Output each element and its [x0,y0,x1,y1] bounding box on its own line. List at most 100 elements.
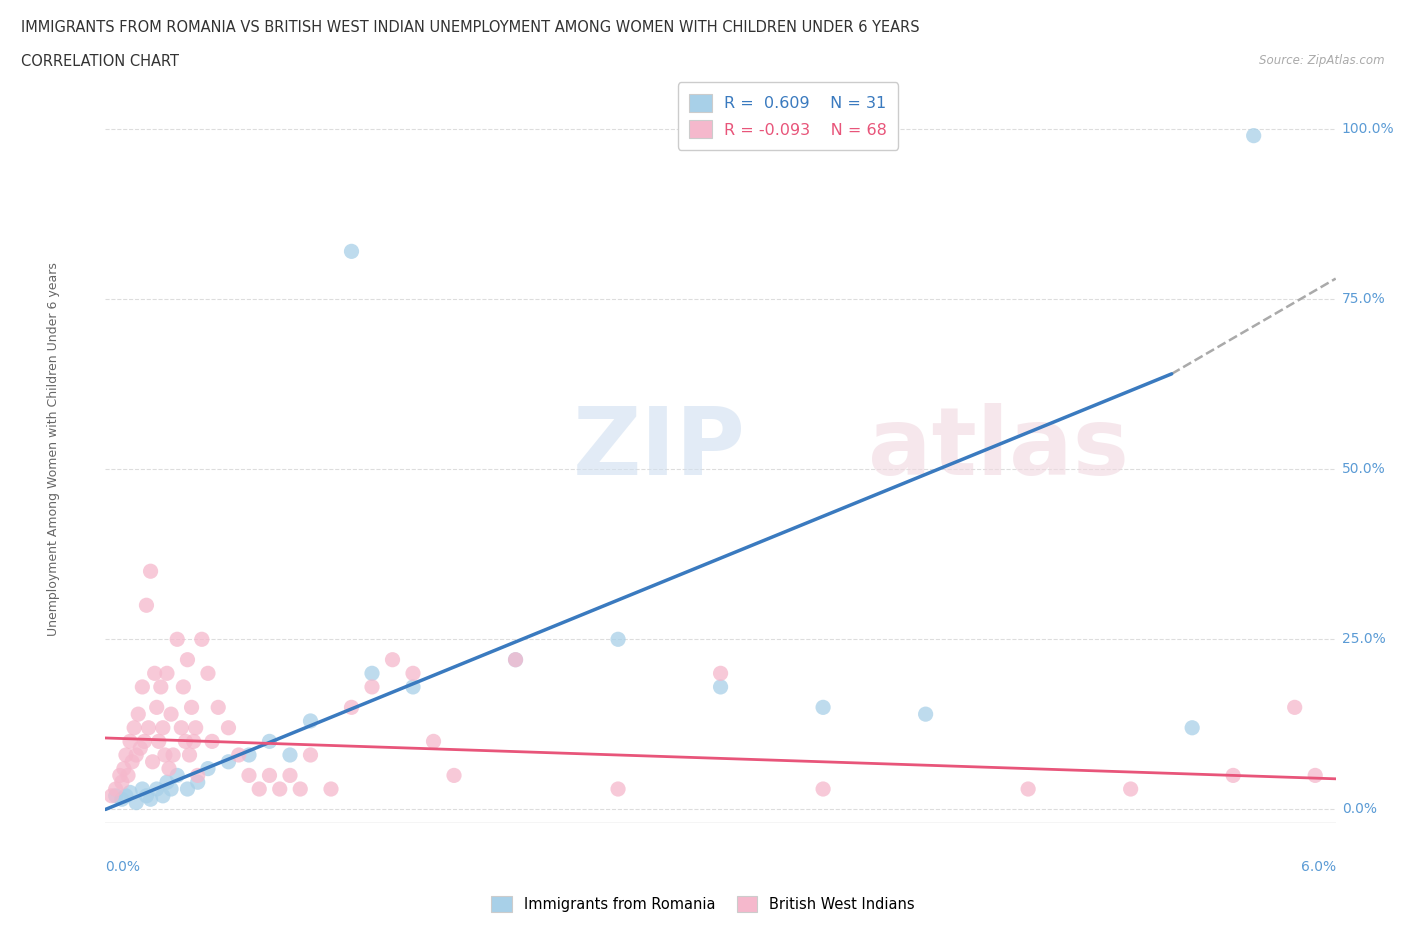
Point [162,748,184,763]
Point [142,754,165,769]
Point [187,768,209,783]
Point [152,789,174,804]
Point [278,748,301,763]
Text: 75.0%: 75.0% [1341,292,1385,306]
Point [361,680,384,695]
Point [505,652,527,667]
Text: 50.0%: 50.0% [1341,462,1385,476]
Point [710,680,733,695]
Point [149,680,172,695]
Text: 0.0%: 0.0% [1341,803,1376,817]
Legend: Immigrants from Romania, British West Indians: Immigrants from Romania, British West In… [485,891,921,918]
Point [1243,128,1265,143]
Point [180,700,202,715]
Point [381,652,404,667]
Point [505,652,527,667]
Point [131,680,153,695]
Point [160,707,183,722]
Point [115,789,138,804]
Point [201,734,224,749]
Point [197,761,219,776]
Point [402,666,425,681]
Point [120,785,141,800]
Point [183,734,205,749]
Point [145,700,167,715]
Point [153,748,176,763]
Point [145,781,167,796]
Point [129,740,152,755]
Point [443,768,465,783]
Point [1017,781,1039,796]
Point [238,748,260,763]
Point [914,707,936,722]
Point [125,748,148,763]
Text: CORRELATION CHART: CORRELATION CHART [21,54,179,69]
Point [269,781,291,796]
Point [1181,721,1204,736]
Point [104,789,127,804]
Point [1119,781,1142,796]
Point [607,781,630,796]
Point [152,721,174,736]
Point [122,721,145,736]
Point [139,791,162,806]
Point [422,734,444,749]
Point [228,748,250,763]
Point [1284,700,1306,715]
Point [127,707,149,722]
Point [125,795,148,810]
Point [172,680,194,695]
Point [143,666,166,681]
Point [402,680,425,695]
Text: 100.0%: 100.0% [1341,122,1395,136]
Point [1303,768,1326,783]
Point [1222,768,1244,783]
Point [174,734,197,749]
Point [607,631,630,646]
Point [187,775,209,790]
Point [340,700,363,715]
Point [156,775,179,790]
Point [259,734,281,749]
Point [184,721,207,736]
Point [148,734,170,749]
Point [340,244,363,259]
Point [121,754,143,769]
Point [111,775,134,790]
Point [156,666,179,681]
Point [259,768,281,783]
Point [111,791,134,806]
Point [135,598,157,613]
Point [166,631,188,646]
Point [170,721,193,736]
Point [278,768,301,783]
Point [191,631,214,646]
Point [160,781,183,796]
Point [115,748,138,763]
Point [207,700,229,715]
Point [120,734,141,749]
Point [112,761,135,776]
Point [710,666,733,681]
Point [179,748,201,763]
Point [176,652,198,667]
Text: ZIP: ZIP [574,403,745,495]
Text: IMMIGRANTS FROM ROMANIA VS BRITISH WEST INDIAN UNEMPLOYMENT AMONG WOMEN WITH CHI: IMMIGRANTS FROM ROMANIA VS BRITISH WEST … [21,20,920,35]
Point [217,754,239,769]
Point [138,721,160,736]
Point [135,789,157,804]
Point [176,781,198,796]
Point [290,781,312,796]
Point [299,748,322,763]
Point [299,713,322,728]
Legend: R =  0.609    N = 31, R = -0.093    N = 68: R = 0.609 N = 31, R = -0.093 N = 68 [678,83,898,150]
Point [157,761,180,776]
Point [217,721,239,736]
Point [100,789,122,804]
Point [134,734,156,749]
Text: atlas: atlas [869,403,1129,495]
Text: Source: ZipAtlas.com: Source: ZipAtlas.com [1260,54,1385,67]
Point [811,700,834,715]
Point [319,781,342,796]
Point [117,768,139,783]
